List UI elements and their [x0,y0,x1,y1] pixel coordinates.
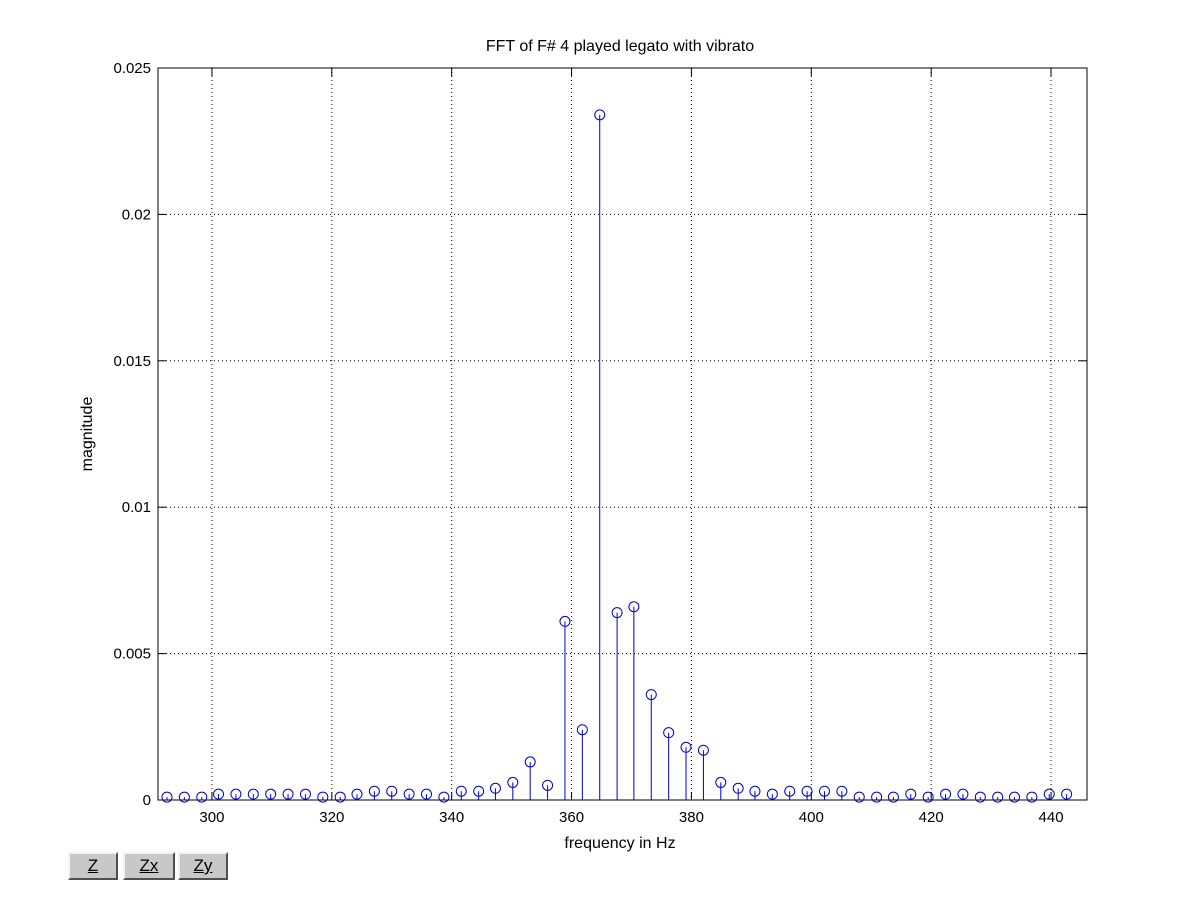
y-axis-label: magnitude [79,397,96,472]
stem-marker [715,776,727,788]
stem-marker [766,788,778,800]
stem-marker [386,785,398,797]
x-tick-label: 320 [319,809,344,826]
x-tick-label: 340 [439,809,464,826]
axis-ticks [158,67,1087,801]
zoom-y-button[interactable]: Zy [178,852,228,880]
stem-marker [524,756,536,768]
stem-marker [594,109,606,121]
x-axis-label: frequency in Hz [564,835,675,852]
zoom-y-button-label: Zy [193,856,213,875]
chart-title: FFT of F# 4 played legato with vibrato [486,38,754,55]
stem-marker [974,791,986,803]
stem-marker [922,791,934,803]
zoom-button-label: Z [87,856,99,875]
y-tick-label: 0 [143,792,151,809]
stem-marker [697,744,709,756]
y-tick-label: 0.005 [113,646,151,663]
stem-marker [247,788,259,800]
stem-marker [559,615,571,627]
y-tick-label: 0.01 [122,499,151,516]
stem-marker [732,782,744,794]
stem-marker [680,741,692,753]
zoom-button[interactable]: Z [68,852,118,880]
plot-area-box [157,67,1088,801]
stem-marker [992,791,1004,803]
stem-marker [1043,788,1055,800]
stem-marker [871,791,883,803]
stem-series [161,109,1073,803]
stem-marker [628,601,640,613]
stem-marker [317,791,329,803]
stem-marker [351,788,363,800]
stem-marker [1026,791,1038,803]
stem-marker [853,791,865,803]
stem-marker [1061,788,1073,800]
stem-marker [265,788,277,800]
stem-marker [784,785,796,797]
x-tick-label: 420 [919,809,944,826]
stem-marker [836,785,848,797]
x-tick-label: 360 [559,809,584,826]
stem-marker [507,776,519,788]
stem-marker [438,791,450,803]
stem-marker [957,788,969,800]
stem-marker [818,785,830,797]
y-tick-labels: 0 0.005 0.01 0.015 0.02 0.025 [113,60,151,809]
x-tick-labels: 300 320 340 360 380 400 420 440 [199,809,1063,826]
stem-marker [489,782,501,794]
stem-marker [161,791,173,803]
stem-marker [455,785,467,797]
y-tick-label: 0.025 [113,60,151,77]
zoom-x-button[interactable]: Zx [123,852,175,880]
y-tick-label: 0.02 [122,206,151,223]
stem-marker [230,788,242,800]
stem-marker [542,779,554,791]
stem-marker [196,791,208,803]
stem-marker [576,724,588,736]
stem-marker [940,788,952,800]
stem-marker [299,788,311,800]
stem-marker [801,785,813,797]
stem-marker [334,791,346,803]
zoom-x-button-label: Zx [139,856,159,875]
y-tick-label: 0.015 [113,353,151,370]
grid-lines [158,67,1087,800]
stem-marker [887,791,899,803]
stem-marker [905,788,917,800]
stem-marker [749,785,761,797]
stem-marker [282,788,294,800]
stem-marker [663,727,675,739]
stem-marker [473,785,485,797]
stem-marker [368,785,380,797]
stem-marker [421,788,433,800]
x-tick-label: 400 [799,809,824,826]
stem-marker [1008,791,1020,803]
x-tick-label: 380 [679,809,704,826]
stem-marker [611,607,623,619]
stem-marker [178,791,190,803]
x-tick-label: 440 [1039,809,1064,826]
stem-marker [645,689,657,701]
x-tick-label: 300 [199,809,224,826]
stem-marker [403,788,415,800]
stem-marker [213,788,225,800]
